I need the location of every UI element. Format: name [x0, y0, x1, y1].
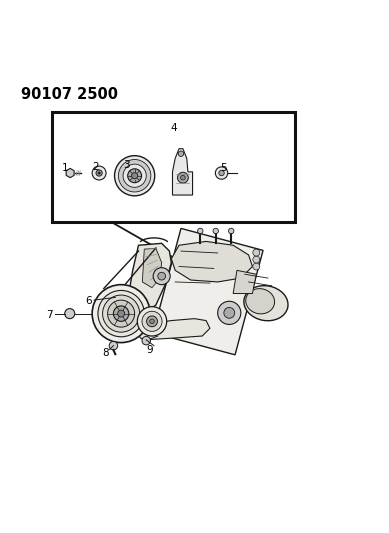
Circle shape [103, 295, 140, 332]
Polygon shape [233, 270, 256, 294]
Circle shape [153, 268, 170, 285]
Circle shape [253, 249, 260, 256]
Circle shape [96, 170, 102, 176]
Text: 1: 1 [62, 163, 68, 173]
Ellipse shape [244, 286, 288, 321]
Circle shape [123, 164, 146, 187]
Circle shape [219, 171, 224, 176]
Polygon shape [114, 291, 129, 300]
Circle shape [142, 336, 151, 345]
Circle shape [98, 290, 144, 337]
Polygon shape [135, 319, 210, 340]
Ellipse shape [246, 289, 275, 314]
Circle shape [65, 309, 75, 319]
Circle shape [142, 311, 162, 332]
Text: 7: 7 [46, 310, 53, 320]
Text: 4: 4 [170, 123, 177, 133]
Text: 8: 8 [102, 349, 109, 358]
Polygon shape [171, 241, 252, 282]
Circle shape [98, 172, 100, 174]
Circle shape [113, 306, 129, 321]
Circle shape [253, 263, 260, 270]
Circle shape [178, 151, 184, 156]
Bar [52, 112, 295, 222]
Text: 5: 5 [220, 163, 227, 173]
Circle shape [224, 308, 235, 318]
Polygon shape [129, 244, 171, 315]
Polygon shape [142, 248, 162, 288]
Circle shape [147, 316, 158, 327]
Text: 2: 2 [93, 162, 99, 172]
Circle shape [228, 228, 234, 233]
Circle shape [92, 166, 106, 180]
Polygon shape [153, 228, 263, 355]
Circle shape [180, 175, 185, 180]
Circle shape [131, 173, 138, 179]
Circle shape [114, 156, 155, 196]
Circle shape [108, 300, 135, 327]
Text: 3: 3 [124, 160, 130, 170]
Polygon shape [172, 149, 193, 195]
Text: 6: 6 [85, 296, 91, 306]
Circle shape [218, 301, 241, 325]
Circle shape [92, 285, 150, 343]
Circle shape [198, 228, 203, 233]
Circle shape [109, 342, 117, 350]
Circle shape [117, 310, 124, 317]
Polygon shape [66, 168, 74, 177]
Circle shape [158, 272, 166, 280]
Circle shape [253, 256, 260, 263]
Circle shape [177, 172, 188, 183]
Circle shape [128, 169, 142, 183]
Circle shape [118, 159, 151, 192]
Circle shape [150, 319, 154, 324]
Circle shape [213, 228, 219, 233]
Circle shape [216, 167, 228, 179]
Text: 90107 2500: 90107 2500 [21, 87, 118, 102]
Circle shape [137, 306, 167, 336]
Text: 9: 9 [147, 344, 153, 354]
